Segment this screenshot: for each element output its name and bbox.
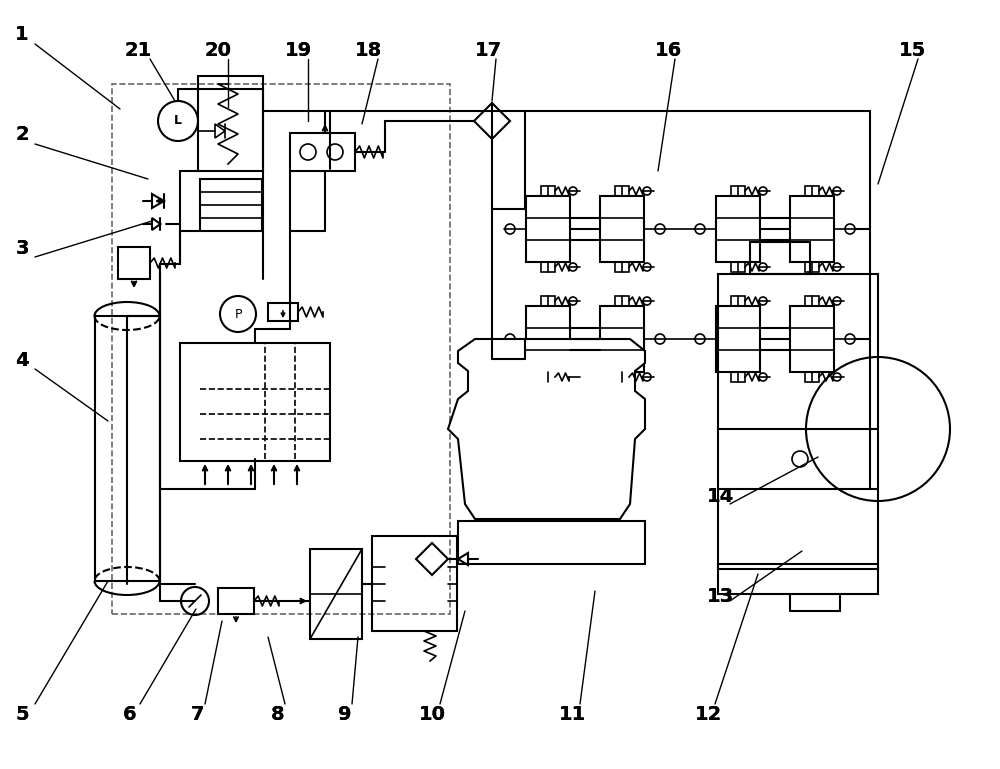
Bar: [268, 303, 298, 321]
Text: 14: 14: [706, 488, 734, 507]
Polygon shape: [215, 124, 225, 138]
Text: 16: 16: [654, 42, 682, 61]
Text: 9: 9: [338, 704, 352, 724]
Text: 8: 8: [271, 704, 285, 724]
Bar: [805, 296, 819, 306]
Text: 2: 2: [15, 125, 29, 144]
Polygon shape: [416, 543, 448, 575]
Text: 7: 7: [191, 704, 205, 724]
Text: 10: 10: [418, 704, 446, 724]
Text: 19: 19: [284, 42, 312, 61]
Text: 5: 5: [15, 704, 29, 724]
Bar: [541, 296, 555, 306]
Bar: [790, 196, 834, 262]
Bar: [600, 306, 644, 372]
Bar: [372, 536, 457, 631]
Text: 20: 20: [205, 42, 232, 61]
Text: L: L: [174, 115, 182, 128]
Bar: [200, 179, 262, 231]
Text: 15: 15: [898, 42, 926, 61]
Text: 17: 17: [474, 42, 502, 61]
Text: 13: 13: [706, 588, 734, 607]
Text: 13: 13: [706, 588, 734, 607]
Text: 1: 1: [15, 25, 29, 44]
Text: 15: 15: [898, 42, 926, 61]
Text: 18: 18: [354, 42, 382, 61]
Text: 10: 10: [418, 704, 446, 724]
Bar: [805, 372, 819, 382]
Bar: [526, 306, 570, 372]
Bar: [790, 306, 834, 372]
Text: 14: 14: [706, 488, 734, 507]
Text: 21: 21: [124, 42, 152, 61]
Text: 2: 2: [15, 125, 29, 144]
Text: 4: 4: [15, 351, 29, 371]
Bar: [541, 186, 555, 196]
Bar: [731, 372, 745, 382]
Text: 18: 18: [354, 42, 382, 61]
Bar: [718, 274, 878, 569]
Polygon shape: [458, 553, 468, 565]
Polygon shape: [458, 521, 645, 564]
Bar: [600, 196, 644, 262]
Text: 12: 12: [694, 704, 722, 724]
Text: 17: 17: [474, 42, 502, 61]
Bar: [716, 196, 760, 262]
Bar: [805, 262, 819, 272]
Text: P: P: [234, 308, 242, 321]
Bar: [615, 372, 629, 382]
Bar: [541, 262, 555, 272]
Bar: [198, 76, 263, 171]
Text: 12: 12: [694, 704, 722, 724]
Polygon shape: [152, 194, 164, 208]
Polygon shape: [474, 103, 510, 139]
Bar: [180, 343, 330, 461]
Bar: [731, 186, 745, 196]
Text: 9: 9: [338, 704, 352, 724]
Text: 7: 7: [191, 704, 205, 724]
Text: 16: 16: [654, 42, 682, 61]
Text: 3: 3: [15, 239, 29, 258]
Bar: [118, 247, 150, 279]
Text: 6: 6: [123, 704, 137, 724]
Bar: [290, 133, 355, 171]
Text: 21: 21: [124, 42, 152, 61]
Polygon shape: [448, 339, 645, 519]
Text: 8: 8: [271, 704, 285, 724]
Bar: [805, 186, 819, 196]
Polygon shape: [152, 218, 160, 230]
Bar: [731, 296, 745, 306]
Bar: [218, 588, 254, 614]
Text: 5: 5: [15, 704, 29, 724]
Bar: [310, 549, 362, 639]
Bar: [716, 306, 760, 372]
Text: 11: 11: [558, 704, 586, 724]
Bar: [526, 196, 570, 262]
Bar: [718, 564, 878, 594]
Bar: [615, 186, 629, 196]
Text: 3: 3: [15, 239, 29, 258]
Text: 4: 4: [15, 351, 29, 371]
Bar: [541, 372, 555, 382]
Bar: [615, 296, 629, 306]
Text: 11: 11: [558, 704, 586, 724]
Text: 19: 19: [284, 42, 312, 61]
Text: 6: 6: [123, 704, 137, 724]
Bar: [112, 84, 450, 614]
Bar: [750, 242, 810, 274]
Bar: [615, 262, 629, 272]
Text: 20: 20: [205, 42, 232, 61]
Bar: [95, 316, 160, 581]
Bar: [731, 262, 745, 272]
Text: 1: 1: [15, 25, 29, 44]
